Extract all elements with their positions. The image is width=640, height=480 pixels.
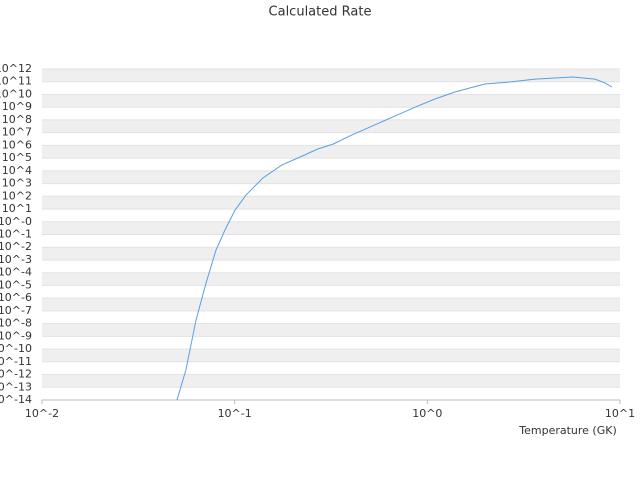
y-tick-label: 10^-12 (0, 368, 32, 381)
y-tick-label: 10^-14 (0, 393, 32, 406)
y-tick-label: 10^7 (2, 126, 32, 139)
y-tick-label: 10^-7 (0, 304, 32, 317)
y-tick-label: 10^-2 (0, 240, 32, 253)
x-tick-label: 10^-1 (218, 407, 252, 420)
line-series (176, 76, 613, 401)
y-tick-label: 10^6 (2, 138, 32, 151)
y-tick-label: 10^9 (2, 100, 32, 113)
y-tick-label: 10^4 (2, 164, 32, 177)
x-tick-label: 10^0 (412, 407, 442, 420)
grid-band (42, 247, 620, 260)
y-tick-label: 10^-4 (0, 266, 32, 279)
x-axis-label: Temperature (GK) (518, 424, 617, 437)
grid-band (42, 119, 620, 133)
y-tick-label: 10^-10 (0, 342, 32, 355)
y-tick-label: 10^-11 (0, 355, 32, 368)
grid-band (42, 349, 620, 362)
y-tick-label: 10^-6 (0, 291, 32, 304)
y-tick-label: 10^12 (0, 62, 32, 75)
grid-band (42, 94, 620, 108)
y-tick-label: 10^-1 (0, 228, 32, 241)
y-tick-label: 10^-0 (0, 215, 32, 228)
y-tick-label: 10^-9 (0, 329, 32, 342)
grid-band (42, 221, 620, 235)
grid-band (42, 145, 620, 159)
grid-band (42, 69, 620, 82)
y-tick-label: 10^10 (0, 87, 32, 100)
bands (42, 69, 620, 388)
y-tick-label: 10^1 (2, 202, 32, 215)
y-tick-label: 10^-3 (0, 253, 32, 266)
grid-band (42, 196, 620, 210)
grid-band (42, 272, 620, 286)
y-tick-label: 10^2 (2, 189, 32, 202)
chart-title: Calculated Rate (269, 5, 372, 20)
y-tick-label: 10^-8 (0, 317, 32, 330)
x-tick-label: 10^1 (605, 407, 635, 420)
x-tick-label: 10^-2 (25, 407, 59, 420)
y-tick-label: 10^-13 (0, 380, 32, 393)
grid-band (42, 298, 620, 311)
y-tick-label: 10^-5 (0, 278, 32, 291)
y-tick-label: 10^8 (2, 113, 32, 126)
y-tick-label: 10^5 (2, 151, 32, 164)
grid-band (42, 374, 620, 388)
grid-band (42, 323, 620, 337)
grid-band (42, 170, 620, 184)
y-tick-label: 10^11 (0, 75, 32, 88)
y-tick-label: 10^3 (2, 177, 32, 190)
